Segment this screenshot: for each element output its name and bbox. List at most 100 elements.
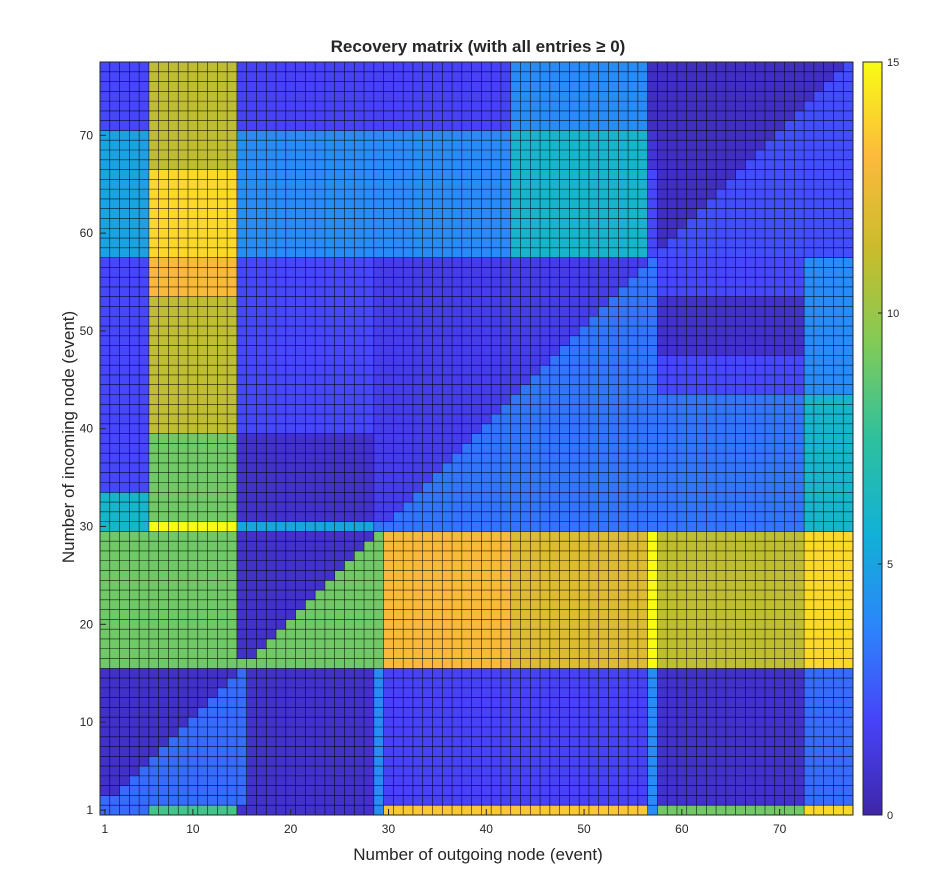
heatmap-cell — [344, 267, 355, 278]
heatmap-cell — [227, 296, 238, 307]
heatmap-cell — [491, 414, 502, 425]
heatmap-cell — [188, 355, 199, 366]
heatmap-cell — [725, 277, 736, 288]
heatmap-cell — [579, 511, 590, 522]
heatmap-cell — [628, 531, 639, 542]
heatmap-cell — [520, 462, 531, 474]
heatmap-cell — [637, 443, 648, 454]
heatmap-cell — [784, 805, 795, 816]
heatmap-cell — [764, 326, 776, 337]
heatmap-cell — [354, 335, 365, 346]
heatmap-cell — [764, 423, 776, 434]
heatmap-cell — [520, 785, 531, 796]
heatmap-cell — [412, 355, 424, 366]
heatmap-cell — [510, 316, 521, 327]
heatmap-cell — [510, 746, 521, 757]
heatmap-cell — [833, 619, 844, 630]
heatmap-cell — [696, 668, 707, 679]
heatmap-cell — [129, 726, 140, 738]
heatmap-cell — [686, 511, 697, 522]
heatmap-cell — [823, 736, 834, 747]
heatmap-cell — [295, 717, 306, 728]
heatmap-cell — [579, 766, 590, 777]
heatmap-cell — [207, 374, 218, 386]
heatmap-cell — [637, 394, 648, 405]
heatmap-cell — [823, 746, 834, 757]
heatmap-cell — [706, 521, 717, 532]
heatmap-cell — [344, 179, 355, 190]
heatmap-cell — [647, 247, 658, 258]
heatmap-cell — [139, 531, 150, 542]
heatmap-cell — [158, 560, 169, 571]
heatmap-cell — [295, 296, 306, 307]
heatmap-cell — [549, 521, 560, 532]
heatmap-cell — [471, 648, 482, 659]
heatmap-cell — [276, 726, 287, 738]
heatmap-cell — [139, 189, 150, 200]
heatmap-cell — [823, 531, 834, 542]
heatmap-cell — [168, 521, 179, 532]
heatmap-cell — [227, 257, 238, 268]
heatmap-cell — [725, 238, 736, 249]
heatmap-cell — [197, 785, 208, 796]
heatmap-cell — [774, 326, 785, 337]
heatmap-cell — [188, 697, 199, 708]
heatmap-cell — [227, 218, 238, 229]
heatmap-cell — [843, 658, 854, 669]
heatmap-cell — [266, 726, 277, 738]
heatmap-cell — [285, 707, 296, 718]
heatmap-cell — [324, 648, 335, 659]
heatmap-cell — [207, 590, 218, 601]
heatmap-cell — [471, 766, 482, 777]
heatmap-cell — [540, 805, 551, 816]
heatmap-cell — [833, 404, 844, 415]
heatmap-cell — [305, 590, 316, 601]
heatmap-cell — [100, 394, 111, 405]
heatmap-cell — [520, 531, 531, 542]
heatmap-cell — [168, 218, 179, 229]
heatmap-cell — [393, 462, 404, 474]
heatmap-cell — [197, 521, 208, 532]
heatmap-cell — [412, 609, 424, 620]
heatmap-cell — [266, 502, 277, 513]
heatmap-cell — [305, 404, 316, 415]
heatmap-cell — [774, 228, 785, 239]
heatmap-cell — [706, 541, 717, 552]
heatmap-cell — [598, 805, 609, 816]
heatmap-cell — [168, 492, 179, 503]
heatmap-cell — [139, 218, 150, 229]
heatmap-cell — [657, 189, 668, 200]
heatmap-cell — [745, 482, 756, 493]
heatmap-cell — [364, 326, 375, 337]
heatmap-cell — [481, 433, 492, 444]
heatmap-cell — [236, 687, 247, 698]
heatmap-cell — [608, 775, 619, 786]
heatmap-cell — [158, 394, 169, 405]
heatmap-cell — [452, 394, 463, 405]
heatmap-cell — [471, 296, 482, 307]
heatmap-cell — [197, 560, 208, 571]
heatmap-cell — [119, 247, 130, 258]
heatmap-cell — [236, 580, 247, 591]
heatmap-cell — [285, 345, 296, 356]
heatmap-cell — [784, 590, 795, 601]
heatmap-cell — [774, 365, 785, 376]
heatmap-cell — [833, 658, 844, 669]
heatmap-cell — [412, 365, 424, 376]
heatmap-cell — [774, 717, 785, 728]
heatmap-cell — [119, 433, 130, 444]
heatmap-cell — [618, 511, 629, 522]
heatmap-cell — [481, 746, 492, 757]
heatmap-cell — [129, 384, 140, 395]
heatmap-cell — [471, 707, 482, 718]
heatmap-cell — [305, 414, 316, 425]
heatmap-cell — [618, 717, 629, 728]
heatmap-cell — [236, 345, 247, 356]
heatmap-cell — [461, 482, 472, 493]
heatmap-cell — [794, 228, 805, 239]
heatmap-cell — [598, 697, 609, 708]
heatmap-cell — [256, 766, 267, 777]
heatmap-cell — [716, 521, 727, 532]
heatmap-cell — [217, 296, 228, 307]
